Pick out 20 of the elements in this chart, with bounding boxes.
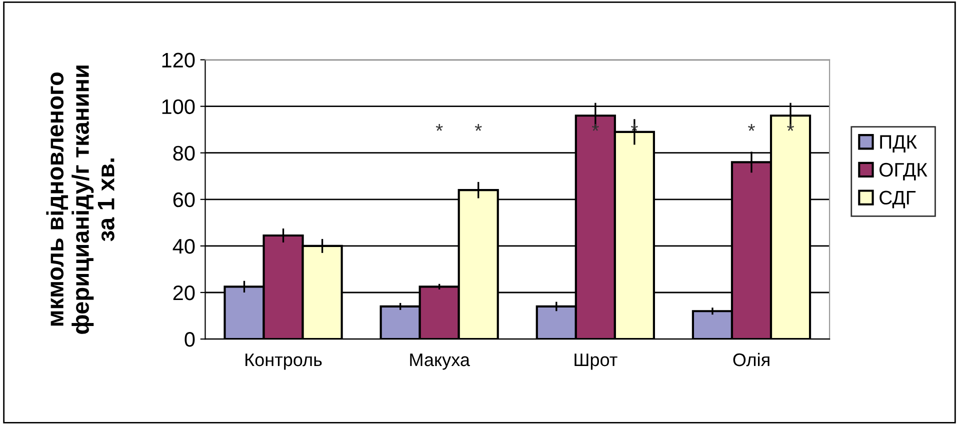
legend-label: ОГДК xyxy=(880,162,928,180)
annotation: * xyxy=(474,124,482,131)
annotation: * xyxy=(436,124,443,131)
y-axis-title: мкмоль відновленого ферицианіду/г тканини за 1 хв. xyxy=(46,66,114,334)
y-tick-label: 120 xyxy=(162,52,195,68)
x-tick-label: Шрот xyxy=(574,354,618,370)
y-tick-label: 60 xyxy=(173,192,195,208)
x-tick-label: Макуха xyxy=(410,354,470,370)
annotation: * xyxy=(748,124,755,131)
legend-label: СДГ xyxy=(880,190,916,208)
y-tick-label: 100 xyxy=(162,99,195,114)
y-tick-label: 80 xyxy=(173,146,195,161)
x-tick-label: Контроль xyxy=(246,354,322,370)
annotation: * xyxy=(592,124,599,131)
y-tick-label: 20 xyxy=(173,285,195,300)
x-tick-label: Олія xyxy=(733,352,770,366)
y-tick-label: 0 xyxy=(184,332,195,347)
y-tick-label: 40 xyxy=(172,238,195,254)
legend-label: ПДК xyxy=(880,135,917,153)
annotation: * xyxy=(787,124,794,131)
